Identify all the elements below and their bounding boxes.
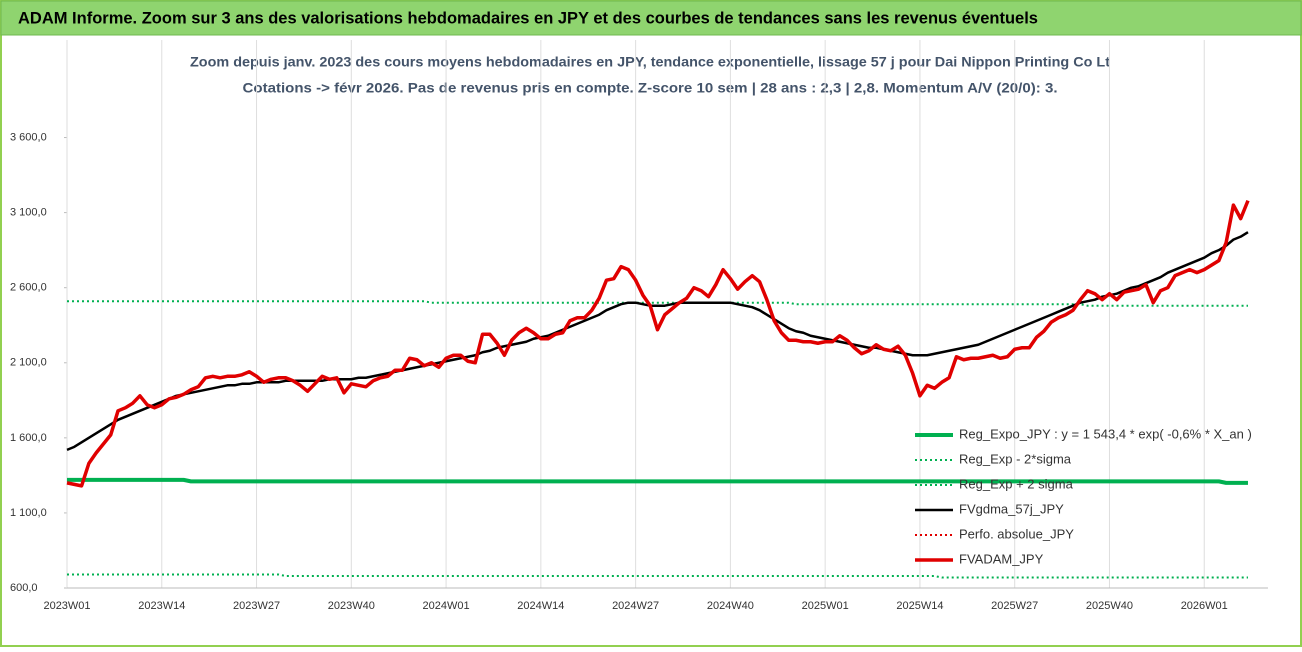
legend-label: Reg_Exp - 2*sigma xyxy=(959,451,1072,466)
x-tick-label: 2023W14 xyxy=(138,600,185,612)
x-tick-label: 2024W14 xyxy=(517,600,564,612)
legend-label: Reg_Exp + 2 sigma xyxy=(959,476,1074,491)
x-tick-label: 2024W01 xyxy=(423,600,470,612)
series-line xyxy=(66,199,1250,488)
y-tick-label: 2 100,0 xyxy=(10,357,47,369)
chart-title: Zoom depuis janv. 2023 des cours moyens … xyxy=(190,54,1110,70)
plot: 600,0 1 100,0 1 600,0 2 100,0 2 600,0 3 100,0… xyxy=(10,40,1268,612)
x-tick-label: 2023W40 xyxy=(328,600,375,612)
y-tick-label: 3 100,0 xyxy=(10,207,47,219)
y-tick-label: 1 600,0 xyxy=(10,432,47,444)
y-tick-label: 600,0 xyxy=(10,582,38,594)
x-tick-label: 2025W01 xyxy=(802,600,849,612)
series-line xyxy=(67,573,1248,579)
legend-label: FVgdma_57j_JPY xyxy=(959,501,1064,516)
x-tick-label: 2023W27 xyxy=(233,600,280,612)
x-tick-label: 2023W01 xyxy=(43,600,90,612)
x-tick-label: 2025W27 xyxy=(991,600,1038,612)
y-tick-label: 2 600,0 xyxy=(10,282,47,294)
legend-label: Reg_Expo_JPY : y = 1 543,4 * exp( -0,6% … xyxy=(959,426,1252,441)
legend-label: FVADAM_JPY xyxy=(959,551,1044,566)
series-line xyxy=(67,300,1248,307)
x-tick-label: 2025W14 xyxy=(896,600,943,612)
legend: Reg_Expo_JPY : y = 1 543,4 * exp( -0,6% … xyxy=(915,426,1252,566)
page-title: ADAM Informe. Zoom sur 3 ans des valoris… xyxy=(18,8,1038,27)
x-tick-label: 2026W01 xyxy=(1181,600,1228,612)
y-tick-label: 1 100,0 xyxy=(10,507,47,519)
chart-subtitle: Cotations -> févr 2026. Pas de revenus p… xyxy=(243,80,1058,96)
x-tick-label: 2025W40 xyxy=(1086,600,1133,612)
x-tick-label: 2024W27 xyxy=(612,600,659,612)
x-tick-label: 2024W40 xyxy=(707,600,754,612)
title-bar xyxy=(0,0,1302,36)
y-tick-label: 3 600,0 xyxy=(10,131,47,143)
series-line xyxy=(67,477,1248,485)
legend-label: Perfo. absolue_JPY xyxy=(959,526,1074,541)
